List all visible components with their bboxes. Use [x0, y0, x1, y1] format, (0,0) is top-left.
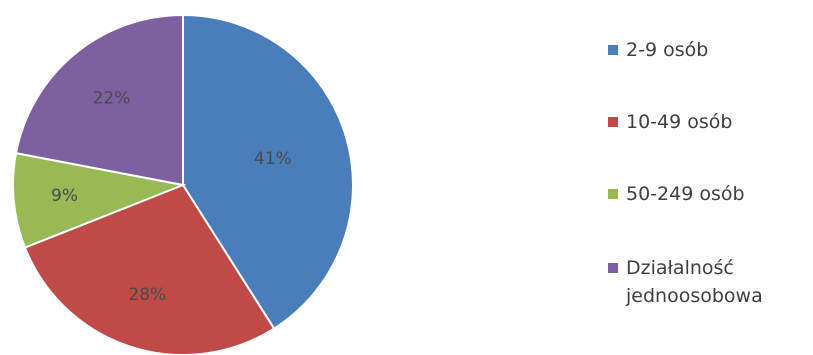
- legend-swatch-jednoosobowa: [608, 263, 618, 273]
- legend-item-50-249: 50-249 osób: [608, 180, 745, 208]
- pie-data-label-3: 22%: [93, 89, 131, 109]
- legend-label-2-9: 2-9 osób: [626, 39, 709, 61]
- legend-item-10-49: 10-49 osób: [608, 108, 732, 136]
- legend-label-jednoosobowa: Działalność jednoosobowa: [626, 257, 763, 307]
- pie-data-label-0: 41%: [254, 149, 292, 169]
- legend-label-50-249: 50-249 osób: [626, 183, 745, 205]
- pie-data-label-2: 9%: [51, 186, 78, 206]
- pie-data-label-1: 28%: [128, 285, 166, 305]
- legend-label-10-49: 10-49 osób: [626, 111, 733, 133]
- legend-item-jednoosobowa: Działalność jednoosobowa: [608, 254, 813, 310]
- pie-slice-2: [12, 151, 187, 249]
- pie-chart: 41% 28% 9% 22%: [12, 13, 355, 355]
- pie-slice-1: [23, 183, 276, 355]
- legend-swatch-10-49: [608, 117, 618, 127]
- legend-swatch-50-249: [608, 189, 618, 199]
- legend-swatch-2-9: [608, 45, 618, 55]
- pie-slice-3: [14, 13, 184, 187]
- legend-item-2-9: 2-9 osób: [608, 36, 708, 64]
